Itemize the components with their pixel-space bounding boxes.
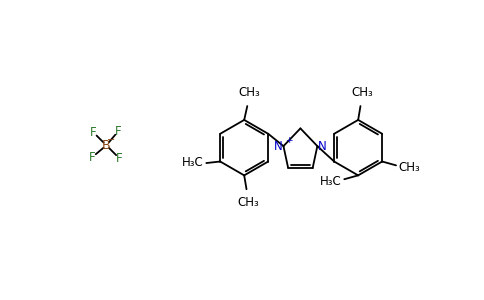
Text: B: B [102, 139, 111, 152]
Text: F: F [89, 151, 95, 164]
Text: H₃C: H₃C [182, 156, 204, 169]
Text: N: N [274, 140, 283, 153]
Text: N: N [318, 140, 327, 153]
Text: CH₃: CH₃ [398, 161, 420, 174]
Text: F: F [115, 125, 121, 138]
Text: −: − [107, 135, 115, 145]
Text: H₃C: H₃C [320, 175, 342, 188]
Text: F: F [90, 126, 97, 139]
Text: CH₃: CH₃ [351, 86, 373, 99]
Text: CH₃: CH₃ [238, 86, 260, 99]
Text: +: + [285, 136, 293, 145]
Text: CH₃: CH₃ [237, 196, 259, 209]
Text: F: F [116, 152, 123, 165]
